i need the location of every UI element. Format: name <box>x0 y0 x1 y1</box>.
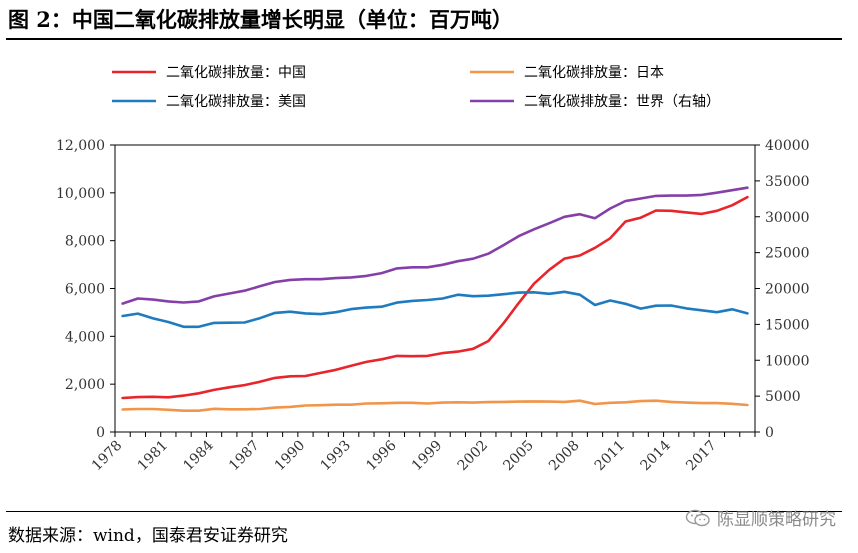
x-tick-label: 2011 <box>592 438 629 475</box>
right-axis-ticks: 0 5000 10000 15000 20000 25000 30000 35000 40000 <box>755 138 810 441</box>
left-tick-label: 4,000 <box>65 329 105 345</box>
watermark-text: 陈显顺策略研究 <box>717 510 836 530</box>
left-tick-label: 0 <box>96 425 105 441</box>
right-tick-label: 15000 <box>765 317 810 333</box>
x-tick-label: 1981 <box>135 438 172 475</box>
series-lines <box>121 186 749 413</box>
right-tick-label: 40000 <box>765 138 810 154</box>
wechat-icon <box>685 509 710 526</box>
x-tick-label: 1993 <box>318 438 355 475</box>
watermark: 陈显顺策略研究 <box>685 505 836 530</box>
right-tick-label: 35000 <box>765 174 810 190</box>
x-tick-label: 1987 <box>226 438 263 475</box>
x-tick-label: 1996 <box>363 437 400 474</box>
left-tick-label: 6,000 <box>65 282 105 298</box>
x-tick-label: 1978 <box>89 438 126 475</box>
left-tick-label: 2,000 <box>65 377 105 393</box>
series-line-3 <box>121 186 749 305</box>
legend-label-3: 二氧化碳排放量：世界（右轴） <box>524 94 720 110</box>
series-line-1 <box>121 399 749 413</box>
left-tick-label: 8,000 <box>65 234 105 250</box>
legend-label-2: 二氧化碳排放量：美国 <box>166 94 306 110</box>
legend-label-1: 二氧化碳排放量：日本 <box>524 65 664 81</box>
source-note: 数据来源：wind，国泰君安证券研究 <box>8 526 288 546</box>
series-line-0 <box>121 195 749 400</box>
x-tick-label: 1990 <box>272 438 309 475</box>
x-tick-label: 2008 <box>546 438 583 475</box>
right-tick-label: 25000 <box>765 246 810 262</box>
left-axis-ticks: 0 2,000 4,000 6,000 8,000 10,000 12,000 <box>56 138 115 441</box>
right-tick-label: 10000 <box>765 353 810 369</box>
right-tick-label: 20000 <box>765 282 810 298</box>
x-tick-label: 2002 <box>455 438 492 475</box>
x-tick-label: 2005 <box>500 438 537 475</box>
right-tick-label: 5000 <box>765 389 801 405</box>
x-tick-label: 2014 <box>638 437 675 474</box>
right-tick-label: 30000 <box>765 210 810 226</box>
plot-border <box>114 144 756 433</box>
left-tick-label: 12,000 <box>56 138 105 154</box>
title-divider <box>6 38 842 40</box>
footer-divider <box>6 511 842 512</box>
x-tick-label: 1984 <box>180 437 217 474</box>
legend-label-0: 二氧化碳排放量：中国 <box>166 65 306 81</box>
series-line-2 <box>121 290 749 329</box>
x-axis-ticks: 1978 1981 1984 1987 1990 1993 1996 1999 2002 2005… <box>89 432 756 475</box>
left-tick-label: 10,000 <box>56 186 105 202</box>
x-tick-label: 2017 <box>683 438 720 475</box>
right-tick-label: 0 <box>765 425 774 441</box>
plot-frame <box>114 144 756 433</box>
chart-title: 图 2：中国二氧化碳排放量增长明显（单位：百万吨） <box>8 7 513 32</box>
x-tick-label: 1999 <box>409 438 446 475</box>
